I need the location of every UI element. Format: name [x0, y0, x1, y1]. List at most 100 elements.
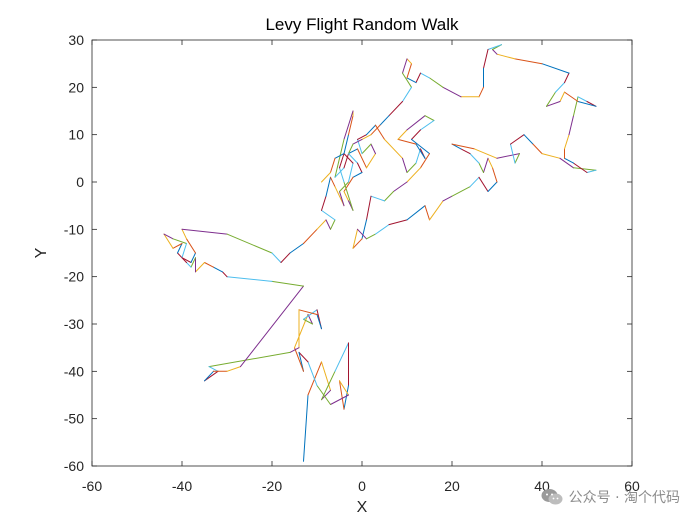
x-tick-label: 0 — [358, 478, 366, 494]
walk-segment — [280, 252, 291, 263]
walk-segment — [334, 167, 345, 178]
plot-area — [163, 44, 597, 462]
walk-segment — [330, 394, 349, 405]
walk-segment — [339, 153, 345, 169]
walk-segment — [442, 195, 453, 202]
walk-segment — [213, 266, 223, 273]
x-axis-ticks: -60 -40 -20 0 20 40 60 — [82, 40, 640, 494]
walk-segment — [541, 63, 570, 74]
watermark-text: 公众号 · 淘个代码 — [568, 490, 680, 506]
y-tick-label: 30 — [68, 32, 84, 48]
walk-segment — [343, 153, 354, 164]
walk-segment — [226, 233, 273, 254]
walk-segment — [339, 181, 349, 192]
walk-segment — [339, 191, 345, 207]
walk-segment — [492, 49, 498, 55]
walk-segment — [564, 157, 574, 164]
walk-segment — [240, 285, 304, 368]
walk-segment — [321, 209, 336, 221]
walk-segment — [370, 124, 381, 136]
walk-segment — [424, 115, 435, 121]
walk-segment — [204, 262, 214, 268]
walk-segment — [186, 238, 196, 254]
walk-segment — [492, 167, 498, 183]
walk-segment — [429, 200, 444, 221]
walk-segment — [298, 309, 318, 315]
walk-segment — [546, 91, 556, 107]
walk-segment — [420, 153, 430, 169]
walk-segment — [541, 153, 561, 159]
y-tick-label: -50 — [64, 411, 84, 427]
walk-segment — [343, 191, 349, 202]
walk-segment — [406, 58, 412, 65]
walk-segment — [469, 153, 480, 164]
y-tick-label: -10 — [64, 221, 84, 237]
walk-segment — [483, 49, 489, 69]
walk-segment — [546, 101, 561, 107]
walk-segment — [424, 205, 430, 221]
walk-segment — [384, 191, 394, 202]
walk-segment — [514, 58, 543, 65]
walk-segment — [177, 243, 183, 254]
x-axis-label: X — [357, 499, 368, 516]
walk-segment — [348, 153, 358, 164]
walk-segment — [343, 385, 349, 410]
walk-segment — [361, 134, 372, 140]
walk-segment — [366, 233, 376, 240]
walk-segment — [406, 167, 421, 183]
walk-segment — [348, 143, 354, 155]
walk-segment — [163, 233, 174, 240]
walk-segment — [411, 138, 430, 155]
walk-segment — [532, 143, 543, 155]
y-tick-label: 0 — [76, 174, 84, 190]
walk-segment — [330, 219, 336, 230]
y-tick-label: -40 — [64, 363, 84, 379]
walk-segment — [339, 167, 345, 183]
walk-segment — [348, 148, 358, 155]
walk-segment — [384, 138, 403, 159]
walk-segment — [307, 361, 318, 386]
walk-segment — [375, 124, 385, 140]
walk-segment — [510, 143, 516, 164]
walk-segment — [375, 224, 390, 235]
walk-segment — [388, 219, 408, 226]
walk-segment — [208, 351, 291, 368]
walk-segment — [204, 370, 214, 382]
walk-segment — [352, 172, 363, 178]
walk-segment — [190, 252, 196, 263]
walk-segment — [357, 228, 367, 240]
walk-segment — [222, 271, 228, 278]
walk-segment — [487, 157, 493, 169]
y-axis-ticks: 30 20 10 0 -10 -20 -30 -40 -50 -60 — [64, 32, 632, 474]
walk-segment — [325, 176, 331, 197]
watermark: 公众号 · 淘个代码 — [541, 487, 680, 507]
walk-segment — [289, 243, 304, 254]
walk-segment — [226, 276, 273, 282]
walk-segment — [451, 143, 475, 150]
x-tick-label: 60 — [624, 478, 640, 494]
walk-segment — [181, 228, 228, 235]
walk-segment — [406, 205, 426, 221]
walk-segment — [379, 115, 390, 126]
walk-segment — [343, 110, 354, 140]
walk-segment — [321, 195, 327, 211]
walk-segment — [370, 195, 385, 202]
walk-segment — [478, 86, 484, 98]
walk-segment — [352, 138, 363, 145]
walk-segment — [343, 153, 349, 169]
walk-segment — [226, 366, 241, 372]
walk-segment — [406, 63, 412, 79]
walk-segment — [190, 257, 196, 268]
walk-segment — [352, 238, 363, 249]
x-tick-label: -40 — [172, 478, 192, 494]
walk-segment — [339, 380, 345, 410]
walk-segment — [357, 134, 367, 140]
walk-segment — [478, 162, 484, 173]
walk-segment — [181, 228, 187, 240]
walk-segment — [348, 162, 354, 183]
walk-segment — [451, 186, 471, 197]
walk-segment — [334, 153, 345, 159]
walk-segment — [442, 86, 462, 98]
